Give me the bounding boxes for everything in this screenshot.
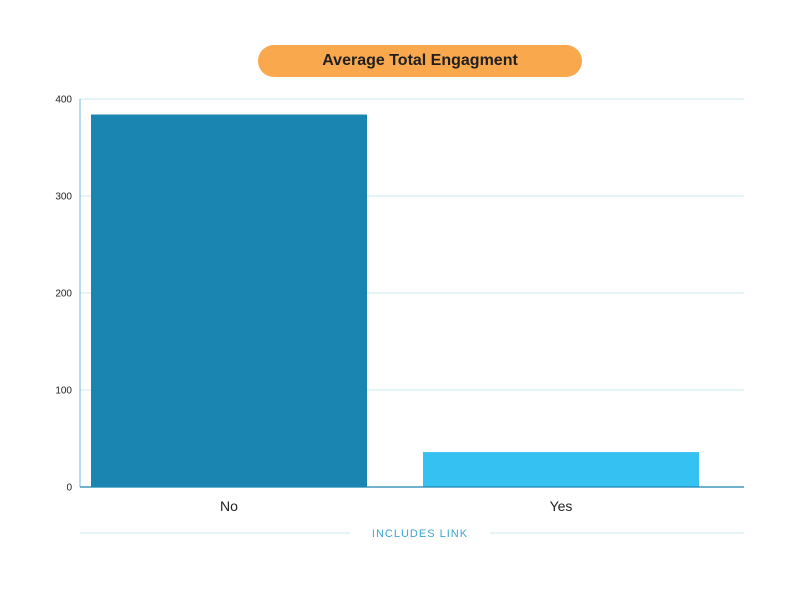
- x-tick-label: Yes: [550, 498, 573, 514]
- y-axis-ticks: 0 100 200 300 400: [55, 95, 72, 494]
- category-labels: No Yes: [220, 498, 572, 514]
- chart-title: Average Total Engagment: [258, 45, 582, 77]
- y-tick-label: 100: [55, 386, 72, 397]
- y-tick-label: 400: [55, 95, 72, 106]
- x-axis-label: INCLUDES LINK: [372, 528, 468, 540]
- x-tick-label: No: [220, 498, 238, 514]
- bars: [91, 114, 699, 488]
- bar-yes: [423, 452, 699, 487]
- y-tick-label: 0: [66, 483, 72, 494]
- y-tick-label: 300: [55, 192, 72, 203]
- y-tick-label: 200: [55, 289, 72, 300]
- bar-no: [91, 114, 367, 488]
